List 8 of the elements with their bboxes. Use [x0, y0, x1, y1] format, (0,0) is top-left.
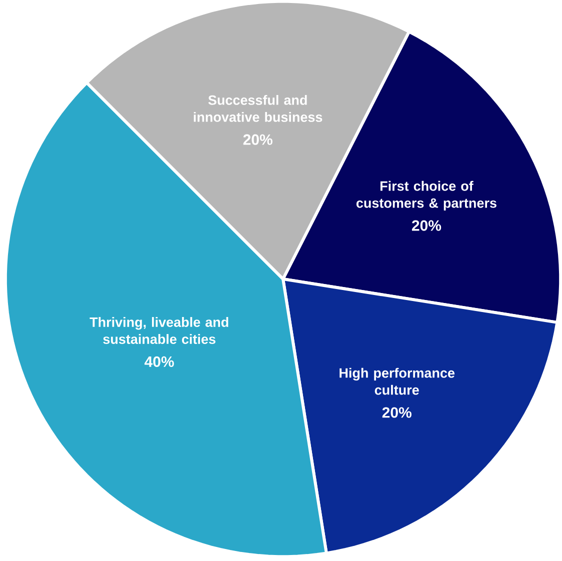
data-label: 20% — [412, 220, 442, 231]
data-label: 40% — [144, 356, 174, 367]
slice-label: Thriving, liveable and sustainable cities — [90, 317, 228, 344]
data-label: 20% — [382, 407, 412, 418]
slice-label: First choice of customers & partners — [356, 180, 496, 211]
slice-label: Successful and innovative business — [194, 94, 322, 122]
slice-label: High performance culture — [340, 368, 455, 395]
data-label: 20% — [243, 134, 272, 145]
